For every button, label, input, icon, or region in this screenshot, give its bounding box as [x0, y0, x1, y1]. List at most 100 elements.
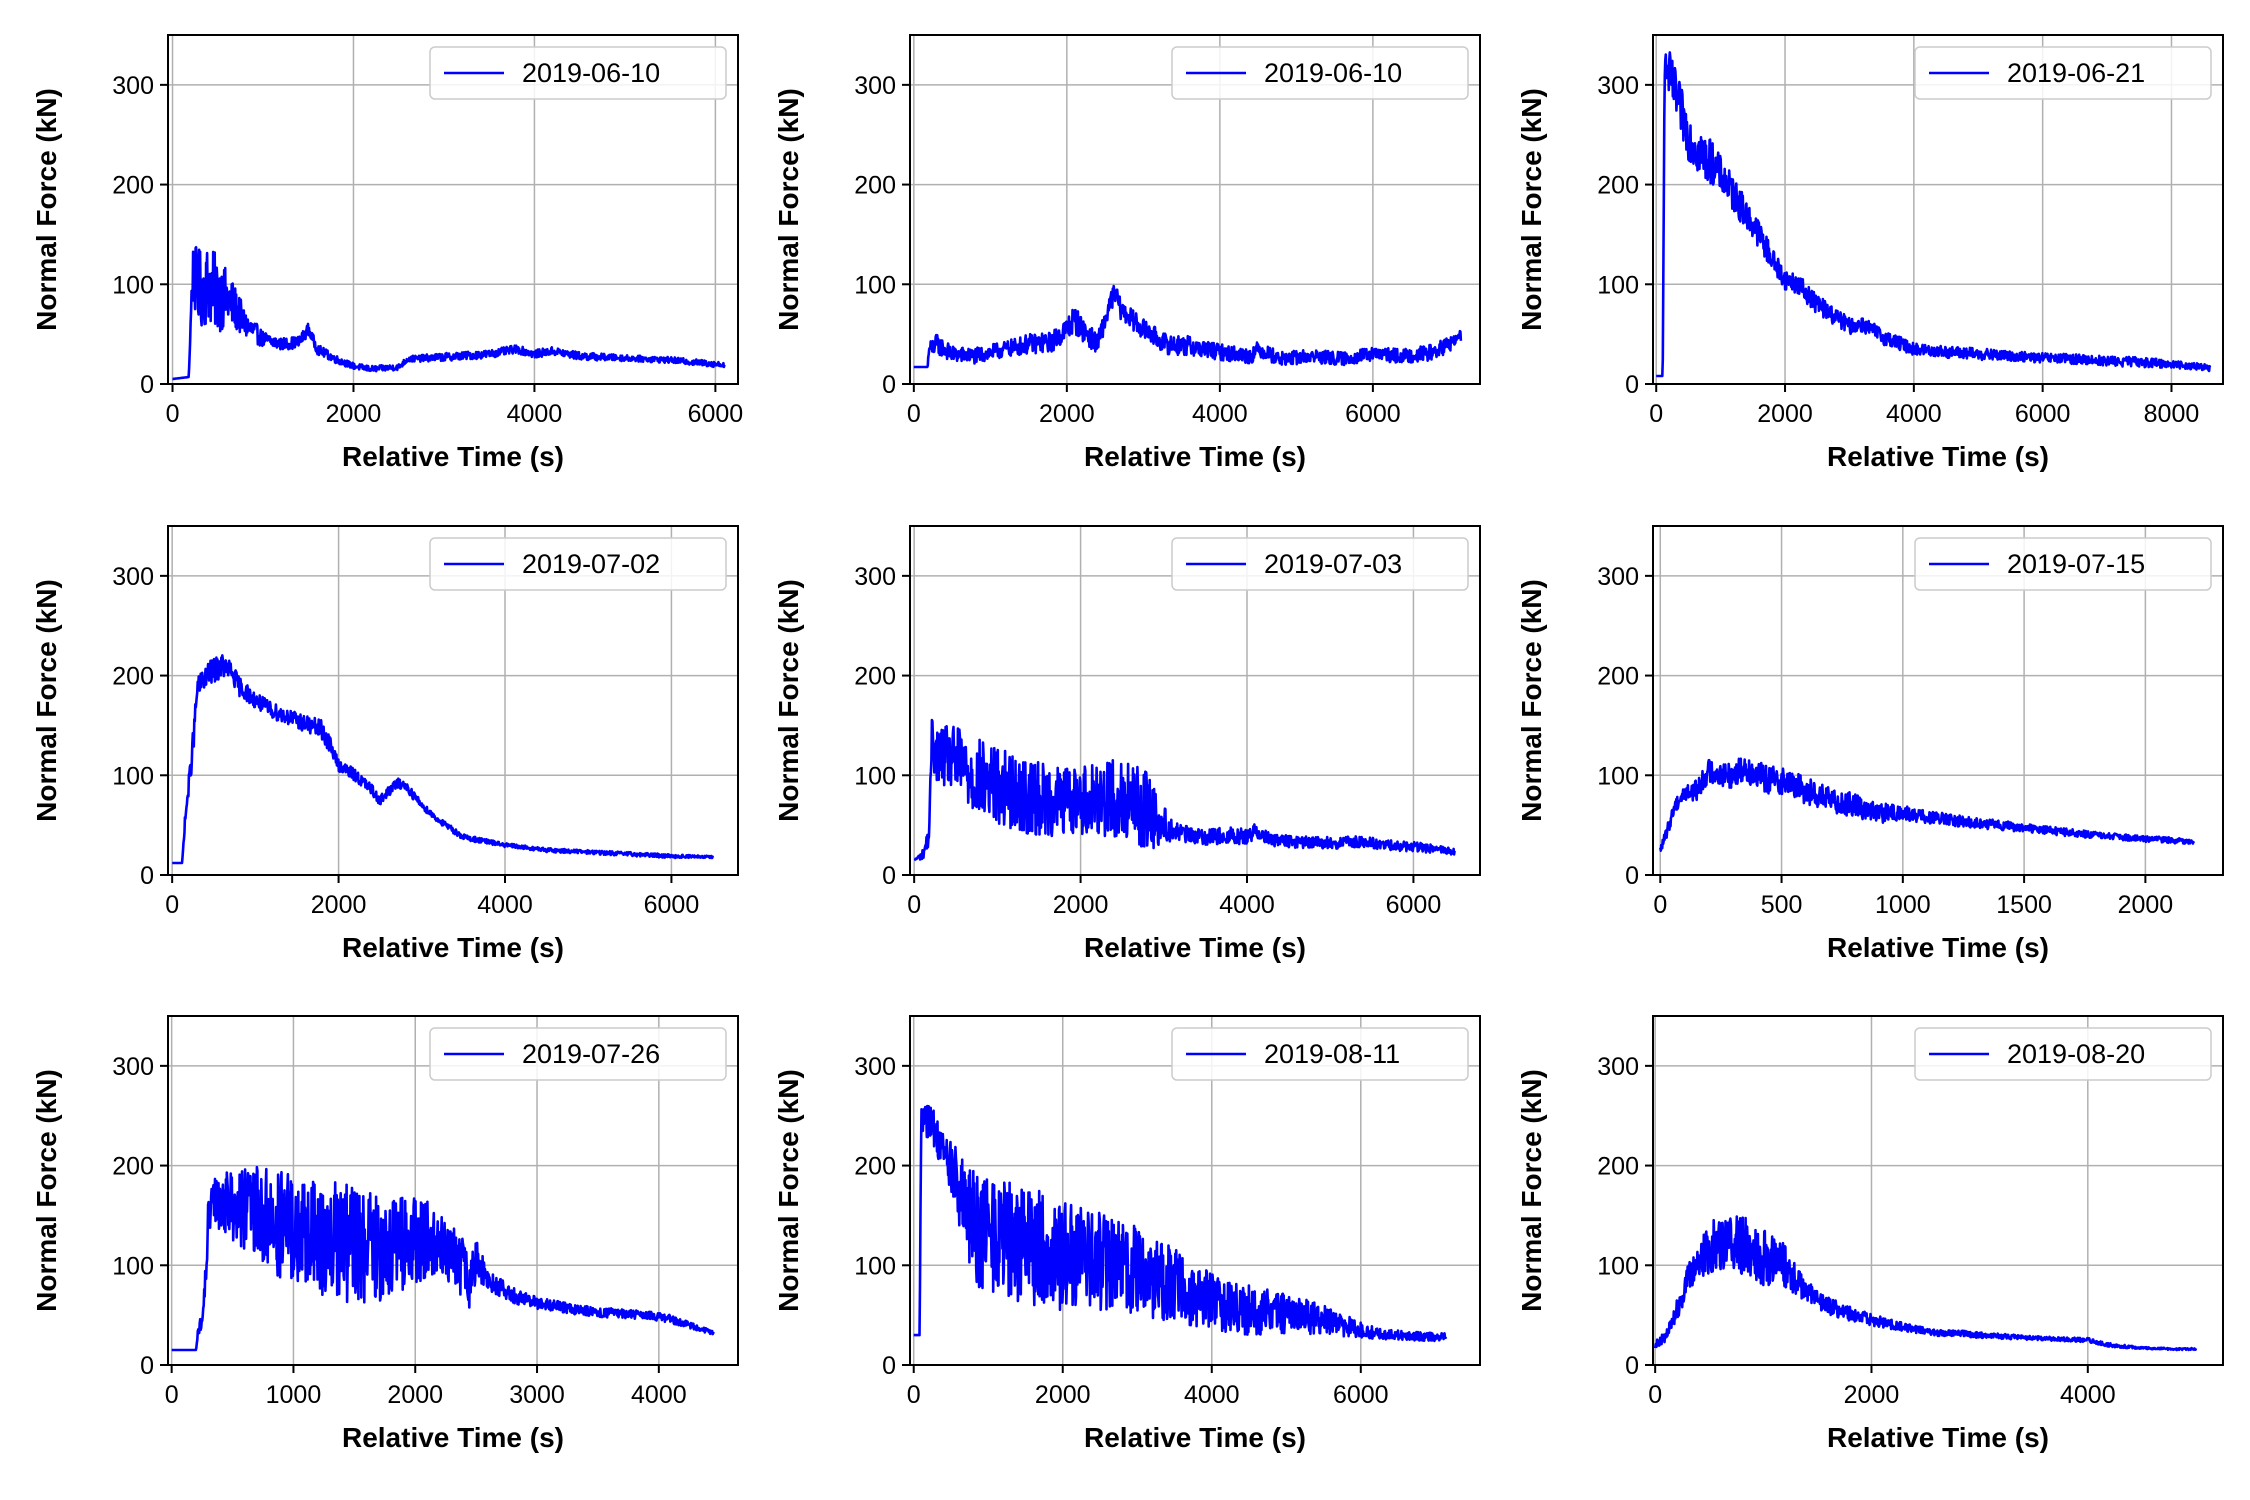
- y-tick-label: 200: [1597, 1153, 1639, 1181]
- x-tick-label: 8000: [2144, 400, 2200, 428]
- axes-frame: [909, 34, 1481, 385]
- y-tick-label: 300: [854, 1053, 896, 1081]
- legend-box: [1914, 1027, 2212, 1081]
- y-tick-label: 300: [112, 563, 154, 591]
- x-axis-label: Relative Time (s): [1084, 932, 1306, 963]
- y-tick-label: 200: [112, 663, 154, 691]
- series-line: [913, 284, 1463, 369]
- x-tick-label: 0: [165, 891, 179, 919]
- axes-frame: [909, 1015, 1481, 1366]
- x-tick-label: 2000: [2118, 891, 2174, 919]
- series-line: [1655, 51, 2212, 378]
- y-tick-label: 200: [854, 663, 896, 691]
- x-tick-label: 1000: [266, 1381, 322, 1409]
- y-axis-label: Normal Force (kN): [773, 1069, 804, 1312]
- axes-frame: [909, 525, 1481, 876]
- x-axis-label: Relative Time (s): [342, 1422, 564, 1453]
- y-tick-label: 100: [854, 271, 896, 299]
- x-tick-label: 1500: [1996, 891, 2052, 919]
- legend-label: 2019-06-21: [2007, 58, 2145, 88]
- legend: 2019-06-10: [429, 46, 727, 100]
- x-tick-label: 6000: [1345, 400, 1401, 428]
- y-tick-label: 300: [112, 72, 154, 100]
- y-tick-label: 100: [854, 762, 896, 790]
- x-tick-label: 4000: [477, 891, 533, 919]
- x-tick-label: 0: [165, 1381, 179, 1409]
- x-tick-label: 500: [1761, 891, 1803, 919]
- series-line: [171, 654, 715, 865]
- legend-label: 2019-07-02: [522, 549, 660, 579]
- x-tick-label: 0: [1649, 400, 1663, 428]
- x-tick-label: 0: [166, 400, 180, 428]
- legend: 2019-07-02: [429, 537, 727, 591]
- x-tick-label: 3000: [509, 1381, 565, 1409]
- x-tick-label: 1000: [1875, 891, 1931, 919]
- x-axis-label: Relative Time (s): [342, 932, 564, 963]
- y-tick-label: 0: [882, 862, 896, 890]
- legend-box: [429, 46, 727, 100]
- y-tick-label: 300: [1597, 72, 1639, 100]
- x-axis-label: Relative Time (s): [1084, 441, 1306, 472]
- x-tick-label: 4000: [1184, 1381, 1240, 1409]
- y-tick-label: 100: [1597, 1252, 1639, 1280]
- chart-panel-8: 0 2000 4000 6000 0 100 200 300 Relative Time (s)…: [773, 1015, 1481, 1453]
- x-tick-label: 6000: [1333, 1381, 1389, 1409]
- y-tick-label: 200: [854, 172, 896, 200]
- y-tick-label: 300: [854, 72, 896, 100]
- legend-label: 2019-07-26: [522, 1039, 660, 1069]
- x-tick-label: 6000: [688, 400, 744, 428]
- series-line: [171, 246, 726, 381]
- x-tick-label: 0: [907, 400, 921, 428]
- axes-frame: [167, 34, 739, 385]
- chart-panel-7: 0 1000 2000 3000 4000 0 100 200 300 Relative Time…: [31, 1015, 739, 1453]
- chart-panel-2: 0 2000 4000 6000 0 100 200 300 Relative Time (s)…: [773, 34, 1481, 472]
- x-tick-label: 2000: [387, 1381, 443, 1409]
- legend-label: 2019-06-10: [522, 58, 660, 88]
- x-tick-label: 2000: [311, 891, 367, 919]
- x-tick-label: 0: [907, 1381, 921, 1409]
- series-line: [170, 1165, 715, 1352]
- series-line: [913, 718, 1457, 862]
- y-tick-label: 0: [140, 862, 154, 890]
- legend-label: 2019-07-03: [1264, 549, 1402, 579]
- y-axis-label: Normal Force (kN): [31, 1069, 62, 1312]
- y-tick-label: 100: [1597, 762, 1639, 790]
- legend-label: 2019-06-10: [1264, 58, 1402, 88]
- chart-panel-6: 0 500 1000 1500 2000 0 100 200 300 Relative Time …: [1516, 525, 2224, 963]
- legend: 2019-06-21: [1914, 46, 2212, 100]
- legend: 2019-07-15: [1914, 537, 2212, 591]
- y-tick-label: 0: [1625, 862, 1639, 890]
- x-tick-label: 0: [1648, 1381, 1662, 1409]
- chart-panel-9: 0 2000 4000 0 100 200 300 Relative Time (s) Norm…: [1516, 1015, 2224, 1453]
- y-tick-label: 100: [112, 271, 154, 299]
- y-axis-label: Normal Force (kN): [773, 579, 804, 822]
- legend-label: 2019-08-20: [2007, 1039, 2145, 1069]
- y-tick-label: 100: [112, 762, 154, 790]
- series-line: [1653, 1215, 2198, 1352]
- y-tick-label: 300: [1597, 1053, 1639, 1081]
- legend: 2019-07-26: [429, 1027, 727, 1081]
- x-tick-label: 4000: [2060, 1381, 2116, 1409]
- x-tick-label: 0: [907, 891, 921, 919]
- legend-label: 2019-07-15: [2007, 549, 2145, 579]
- axes-frame: [167, 1015, 739, 1366]
- x-tick-label: 0: [1653, 891, 1667, 919]
- x-axis-label: Relative Time (s): [1827, 932, 2049, 963]
- legend: 2019-08-20: [1914, 1027, 2212, 1081]
- y-tick-label: 0: [1625, 371, 1639, 399]
- x-axis-label: Relative Time (s): [1084, 1422, 1306, 1453]
- y-tick-label: 300: [1597, 563, 1639, 591]
- y-tick-label: 100: [1597, 271, 1639, 299]
- x-axis-label: Relative Time (s): [1827, 441, 2049, 472]
- y-axis-label: Normal Force (kN): [1516, 88, 1547, 331]
- y-tick-label: 300: [112, 1053, 154, 1081]
- y-tick-label: 200: [854, 1153, 896, 1181]
- series-line: [1659, 757, 2196, 852]
- series-line: [912, 1104, 1448, 1343]
- y-tick-label: 0: [140, 1352, 154, 1380]
- x-tick-label: 2000: [1757, 400, 1813, 428]
- x-tick-label: 2000: [1053, 891, 1109, 919]
- legend-box: [1914, 46, 2212, 100]
- x-tick-label: 2000: [326, 400, 382, 428]
